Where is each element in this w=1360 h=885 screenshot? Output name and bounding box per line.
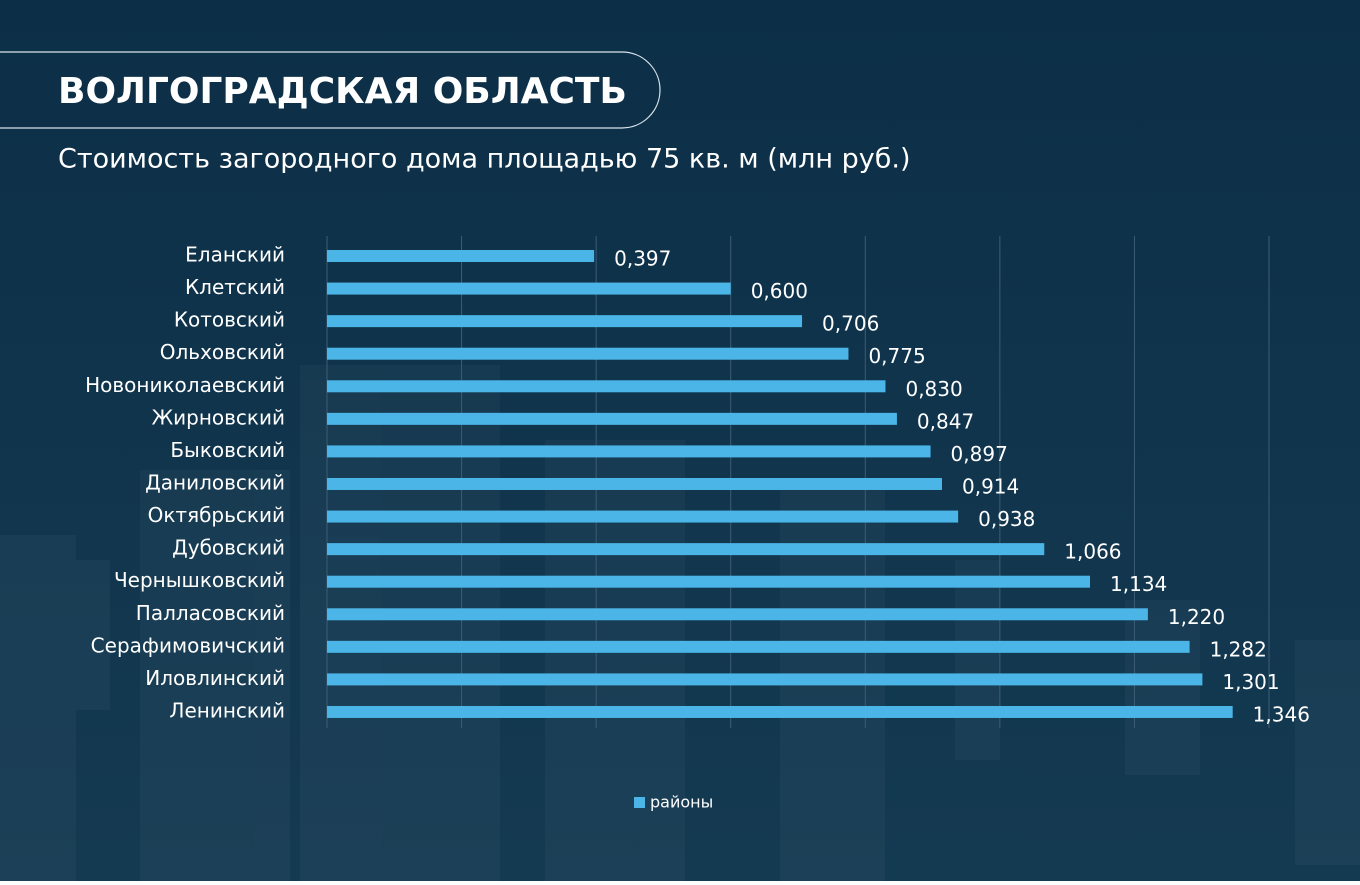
value-label: 0,830: [905, 377, 962, 401]
value-label: 0,847: [917, 409, 974, 433]
y-tick-label: Октябрьский: [148, 503, 285, 527]
value-label: 1,282: [1210, 637, 1267, 661]
bar: [327, 705, 1233, 718]
bar: [327, 510, 959, 523]
bar: [327, 445, 931, 458]
value-label: 1,066: [1064, 540, 1121, 564]
bar: [327, 380, 886, 393]
y-tick-label: Иловлинский: [145, 666, 285, 690]
bar: [327, 282, 731, 295]
value-label: 0,897: [951, 442, 1008, 466]
bar: [327, 640, 1190, 653]
bar: [327, 608, 1148, 621]
y-tick-label: Ленинский: [169, 698, 285, 722]
y-tick-label: Даниловский: [145, 470, 285, 494]
bar: [327, 412, 897, 425]
y-tick-label: Котовский: [174, 308, 285, 332]
y-tick-label: Чернышковский: [114, 568, 285, 592]
value-label: 0,706: [822, 312, 879, 336]
y-tick-label: Еланский: [185, 243, 285, 267]
bar: [327, 673, 1203, 686]
value-label: 0,600: [751, 279, 808, 303]
value-label: 0,775: [868, 344, 925, 368]
bar: [327, 543, 1045, 556]
legend-label: районы: [650, 793, 713, 812]
y-tick-label: Клетский: [185, 275, 285, 299]
y-tick-label: Новониколаевский: [85, 373, 285, 397]
value-label: 1,346: [1253, 702, 1310, 726]
y-tick-label: Палласовский: [136, 601, 285, 625]
y-tick-label: Дубовский: [172, 536, 285, 560]
y-tick-label: Серафимовичский: [91, 633, 285, 657]
bar: [327, 315, 803, 328]
y-tick-label: Ольховский: [160, 340, 285, 364]
value-label: 1,301: [1222, 670, 1279, 694]
legend-swatch: [634, 797, 645, 808]
chart-subtitle: Стоимость загородного дома площадью 75 к…: [58, 144, 911, 175]
title-pill: [0, 51, 661, 129]
bar: [327, 347, 849, 360]
value-label: 0,397: [614, 247, 671, 271]
y-tick-label: Быковский: [170, 438, 285, 462]
y-tick-label: Жирновский: [152, 405, 285, 429]
value-label: 1,134: [1110, 572, 1167, 596]
value-label: 0,938: [978, 507, 1035, 531]
bar: [327, 477, 942, 490]
bar: [327, 575, 1091, 588]
chart-title: ВОЛГОГРАДСКАЯ ОБЛАСТЬ: [58, 71, 627, 112]
value-label: 1,220: [1168, 605, 1225, 629]
value-label: 0,914: [962, 474, 1019, 498]
bar: [327, 250, 595, 262]
